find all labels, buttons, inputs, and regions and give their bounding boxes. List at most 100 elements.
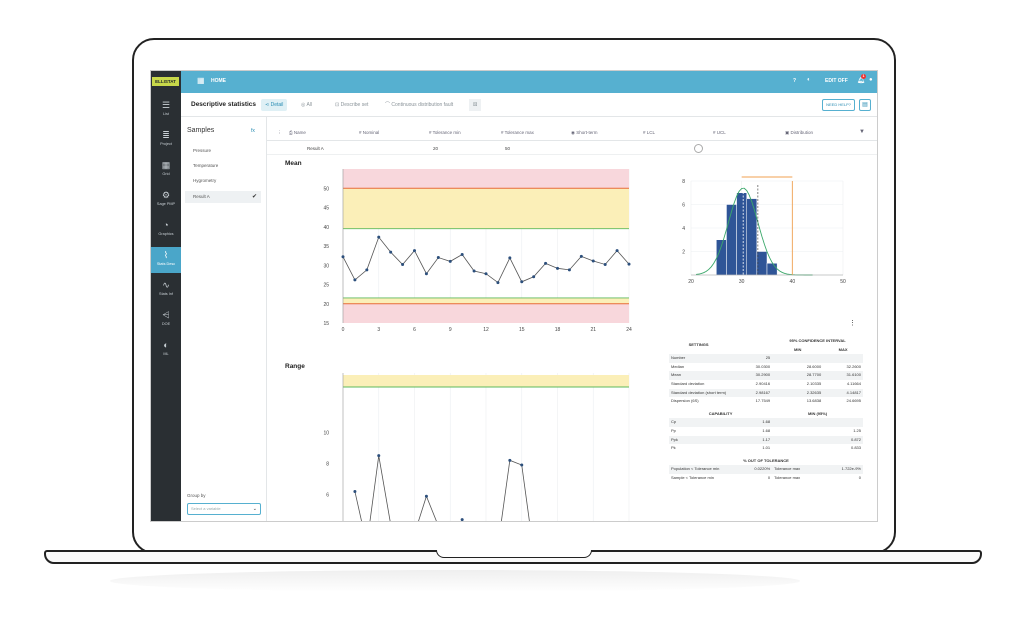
table-row: Mean 30.2900 28.7700 31.6100 [669, 371, 863, 380]
more-options-icon[interactable]: ⋮ [849, 320, 856, 327]
table-row: Dispersion (6S) 17.7549 13.6838 24.6695 [669, 397, 863, 406]
sidebar-item-doe[interactable]: ⩤ DOE [151, 307, 181, 333]
col-name[interactable]: ⎙ Name [289, 130, 306, 135]
home-link[interactable]: HOME [211, 78, 226, 84]
drag-handle-icon[interactable]: ⋮ [277, 130, 282, 135]
col-nominal[interactable]: # Nominal [359, 130, 380, 135]
tab-detail-label: Detail [270, 102, 284, 108]
ci-max-header: MAX [838, 346, 848, 352]
fx-button[interactable]: fx [251, 128, 255, 134]
sample-item-pressure[interactable]: Pressure [193, 148, 212, 153]
row-tol-min[interactable]: 20 [433, 146, 439, 151]
stat-cell: 2.10335 [806, 380, 822, 386]
panel-toggle-icon[interactable]: ▤ [859, 99, 871, 111]
tab-all[interactable]: ◎ All [301, 102, 313, 108]
pie-icon: ◔ [163, 220, 169, 230]
data-point [460, 518, 464, 521]
sidebar-item-stats-desc[interactable]: ⌇ Stats Desc [151, 247, 181, 273]
stat-cell: Ppk [669, 435, 729, 445]
sample-item-result-a[interactable]: Result A ✔ [185, 191, 261, 203]
col-tol-max[interactable]: # Tolerance max [501, 130, 534, 135]
sidebar-item-sage-pmp[interactable]: ⚙ Sage PMP [151, 187, 181, 213]
group-by-placeholder: Select a variable [191, 506, 221, 511]
tab-all-label: All [306, 102, 313, 108]
sidebar-item-label: Graphics [158, 232, 174, 236]
col-tol-min[interactable]: # Tolerance min [429, 130, 461, 135]
table-row: Pp 1.68 1.25 [669, 427, 863, 436]
toolbar: Descriptive statistics ⋖ Detail ◎ All ⊡ … [181, 93, 877, 117]
stat-cell: Mean [669, 371, 729, 380]
histogram-bar [766, 263, 778, 276]
dice-icon[interactable]: ⚄ [469, 99, 482, 111]
data-point [496, 281, 500, 285]
data-point [556, 266, 559, 270]
data-point [460, 252, 464, 256]
data-point [424, 494, 428, 498]
sidebar-item-list[interactable]: ☰ List [151, 97, 181, 123]
row-tol-max[interactable]: 50 [505, 146, 511, 151]
y-tick-label: 4 [682, 226, 685, 232]
laptop-notch [436, 550, 592, 558]
mean-chart: 15 20 25 30 35 40 45 50 0 3 6 9 12 15 18 21 24 [323, 169, 632, 333]
tab-describe-set[interactable]: ⊡ Describe set [335, 102, 369, 108]
y-tick-label: 6 [326, 493, 329, 499]
data-point [508, 256, 512, 260]
stat-cell: 0.872 [772, 435, 863, 445]
curve-icon: ∿ [162, 280, 170, 290]
stat-cell: 0.833 [850, 445, 861, 451]
user-icon[interactable]: ● [869, 77, 873, 83]
sidebar-item-graphics[interactable]: ◔ Graphics [151, 217, 181, 243]
sidebar-item-ml[interactable]: ◐ ML [151, 337, 181, 363]
chevron-down-icon: ⌄ [252, 506, 257, 512]
col-tol-max-label: Tolerance max [504, 130, 534, 135]
data-point [591, 259, 595, 263]
stat-cell: Dispersion (6S) [671, 398, 699, 404]
stat-cell: 30.2900 [728, 371, 773, 380]
doe-icon: ⩤ [162, 310, 170, 320]
table-row: Ppk 1.17 0.872 [669, 435, 863, 445]
stat-cell: 32.2600 [846, 363, 861, 369]
tab-detail[interactable]: ⋖ Detail [261, 99, 288, 111]
filter-icon[interactable]: ▼ [859, 129, 865, 135]
apps-grid-icon[interactable]: ▦ [197, 76, 205, 85]
table-row: Cp 1.68 [669, 418, 863, 427]
short-term-radio[interactable] [694, 144, 703, 153]
stat-cell: 4.14817 [823, 388, 863, 398]
sidebar: ELLISTAT ☰ List ≣ Project ▦ Grid ⚙ Sage PMP ◔ Gra… [151, 71, 181, 521]
col-distribution-label: Distribution [790, 130, 814, 135]
tab-continuous[interactable]: ⌒ Continuous distribution fault [385, 102, 454, 108]
col-distribution[interactable]: ▣ Distribution [785, 130, 814, 135]
sidebar-item-grid[interactable]: ▦ Grid [151, 157, 181, 183]
stat-cell: Sample < Tolerance min [671, 474, 714, 480]
sidebar-item-stats-inf[interactable]: ∿ Stats Inf [151, 277, 181, 303]
data-point [436, 256, 440, 260]
histogram-chart: 2 4 6 8 20 30 40 50 [682, 176, 846, 285]
edit-off-button[interactable]: EDIT OFF [825, 78, 848, 84]
sample-item-hygrometry[interactable]: Hygrometry [193, 178, 217, 183]
samples-panel: Samples fx Pressure Temperature Hygromet… [181, 117, 267, 521]
sage-icon: ⚙ [161, 190, 171, 200]
col-lcl[interactable]: # LCL [643, 130, 656, 135]
col-lcl-label: LCL [646, 130, 656, 135]
y-tick-label: 8 [326, 461, 329, 467]
group-by-select[interactable]: Select a variable ⌄ [187, 503, 261, 515]
data-point [544, 261, 548, 265]
range-chart: 6 8 10 [323, 373, 630, 521]
sample-item-temperature[interactable]: Temperature [193, 163, 219, 168]
col-nominal-label: Nominal [362, 130, 380, 135]
col-ucl[interactable]: # UCL [713, 130, 726, 135]
moon-icon[interactable]: ◐ [807, 77, 811, 83]
table-row[interactable]: Result A 20 50 [267, 143, 877, 155]
col-short-term[interactable]: ◉ Short-term [571, 130, 598, 135]
data-point [353, 490, 357, 494]
help-icon[interactable]: ? [793, 78, 797, 84]
stat-cell: 13.6838 [806, 398, 822, 404]
stat-cell: 17.7549 [755, 398, 771, 404]
bell-icon[interactable]: 🔔︎ [857, 78, 865, 84]
y-tick-label: 20 [323, 302, 329, 308]
sidebar-item-project[interactable]: ≣ Project [151, 127, 181, 153]
sidebar-item-label: Sage PMP [156, 202, 176, 206]
y-tick-label: 10 [323, 430, 329, 436]
need-help-button[interactable]: NEED HELP? [822, 99, 855, 111]
data-point [341, 255, 345, 259]
